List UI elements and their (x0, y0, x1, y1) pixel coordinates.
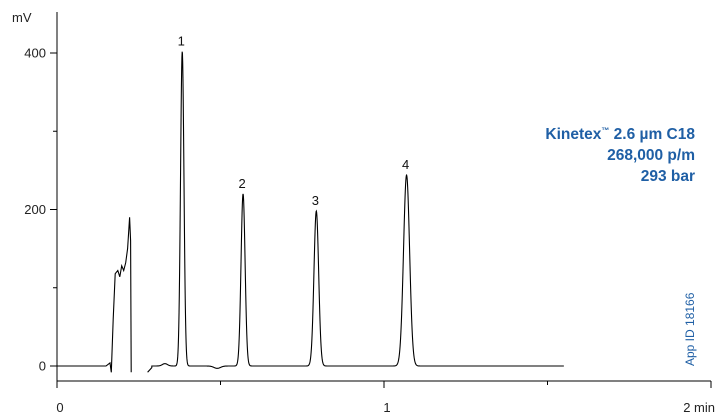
x-tick-label: 2 min (683, 400, 715, 415)
peak-label: 3 (312, 193, 319, 208)
axis-ticks: 0 200 400 0 1 2 min (24, 46, 715, 416)
annotation-line-3: 293 bar (640, 168, 695, 185)
x-tick-label: 1 (383, 400, 390, 415)
chromatogram-trace (57, 51, 564, 373)
y-tick-label: 400 (24, 46, 46, 61)
annotation-line-2: 268,000 p/m (607, 147, 695, 164)
peak-label: 4 (402, 157, 409, 172)
x-tick-label: 0 (56, 400, 63, 415)
app-id-label: App ID 18166 (683, 292, 697, 366)
y-tick-label: 0 (39, 359, 46, 374)
peak-label: 2 (238, 176, 245, 191)
axes (56, 12, 711, 382)
y-tick-label: 200 (24, 202, 46, 217)
peak-labels: 1 2 3 4 (178, 33, 410, 208)
peak-label: 1 (178, 33, 185, 48)
annotation-line-1: Kinetex™ 2.6 µm C18 (545, 125, 695, 143)
column-annotation: Kinetex™ 2.6 µm C18 268,000 p/m 293 bar (545, 124, 695, 187)
y-axis-unit-label: mV (12, 10, 32, 25)
